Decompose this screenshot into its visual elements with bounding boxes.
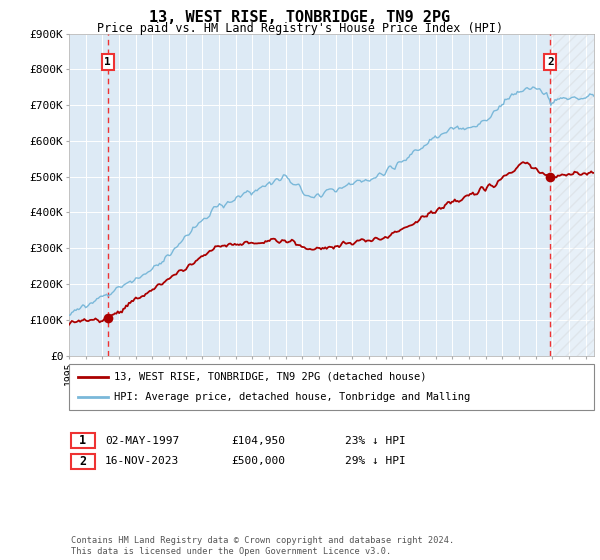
Text: Contains HM Land Registry data © Crown copyright and database right 2024.
This d: Contains HM Land Registry data © Crown c… <box>71 536 454 556</box>
Text: 1: 1 <box>104 57 111 67</box>
Text: 13, WEST RISE, TONBRIDGE, TN9 2PG: 13, WEST RISE, TONBRIDGE, TN9 2PG <box>149 10 451 25</box>
Text: £104,950: £104,950 <box>231 436 285 446</box>
Text: 2: 2 <box>79 455 86 468</box>
Text: 29% ↓ HPI: 29% ↓ HPI <box>345 456 406 466</box>
Text: HPI: Average price, detached house, Tonbridge and Malling: HPI: Average price, detached house, Tonb… <box>114 392 470 402</box>
Text: 1: 1 <box>79 434 86 447</box>
Text: Price paid vs. HM Land Registry's House Price Index (HPI): Price paid vs. HM Land Registry's House … <box>97 22 503 35</box>
Text: 13, WEST RISE, TONBRIDGE, TN9 2PG (detached house): 13, WEST RISE, TONBRIDGE, TN9 2PG (detac… <box>114 372 427 382</box>
Text: 23% ↓ HPI: 23% ↓ HPI <box>345 436 406 446</box>
Text: £500,000: £500,000 <box>231 456 285 466</box>
Text: 2: 2 <box>547 57 554 67</box>
Text: 02-MAY-1997: 02-MAY-1997 <box>105 436 179 446</box>
Text: 16-NOV-2023: 16-NOV-2023 <box>105 456 179 466</box>
